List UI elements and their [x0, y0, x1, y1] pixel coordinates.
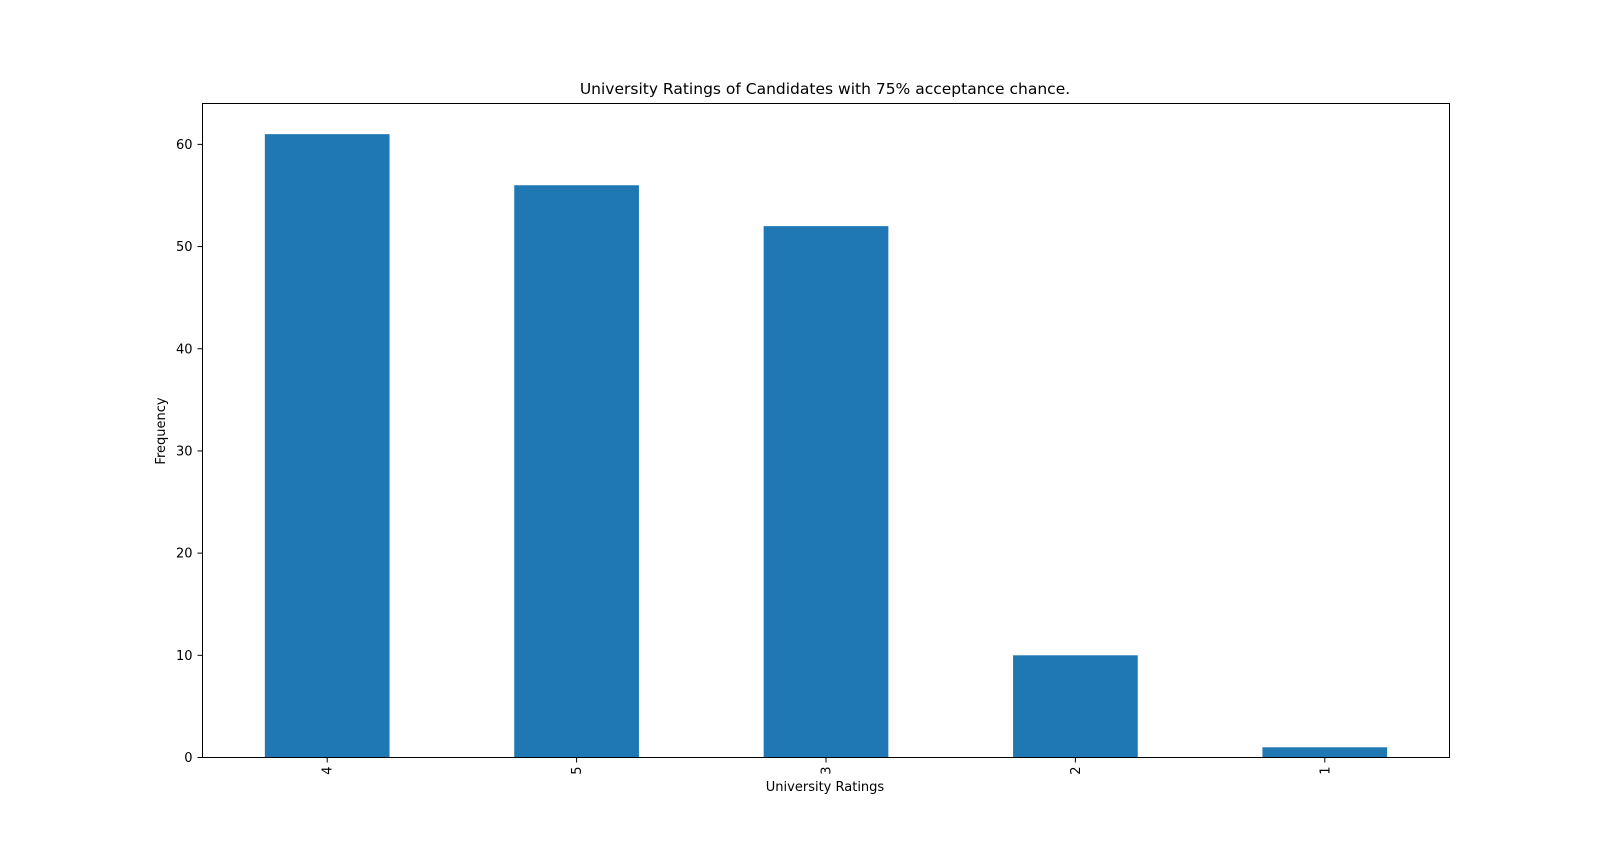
y-tick-label: 40 [176, 342, 193, 357]
x-tick-label: 4 [321, 767, 336, 775]
bars-group [264, 134, 1388, 758]
y-tick-label: 30 [176, 444, 193, 459]
chart-title: University Ratings of Candidates with 75… [580, 80, 1070, 98]
x-axis: 4 5 3 2 1 [321, 757, 1333, 775]
x-axis-label: University Ratings [766, 780, 885, 795]
x-tick-label: 5 [570, 767, 585, 775]
y-tick-label: 20 [176, 547, 193, 562]
y-tick-label: 10 [176, 649, 193, 664]
x-tick-label: 1 [1318, 767, 1333, 775]
bar-5 [514, 185, 639, 758]
bar-3 [763, 226, 889, 758]
y-axis-label: Frequency [154, 397, 169, 464]
y-tick-label: 60 [176, 138, 193, 153]
bar-4 [264, 134, 390, 758]
x-tick-label: 3 [820, 767, 835, 775]
bar-2 [1013, 655, 1138, 758]
y-tick-label: 50 [176, 240, 193, 255]
plot-frame [202, 103, 1450, 758]
x-tick-label: 2 [1069, 767, 1084, 775]
y-tick-label: 0 [184, 751, 192, 766]
y-axis: 0 10 20 30 40 50 60 [176, 138, 203, 766]
bar-1 [1262, 747, 1388, 758]
